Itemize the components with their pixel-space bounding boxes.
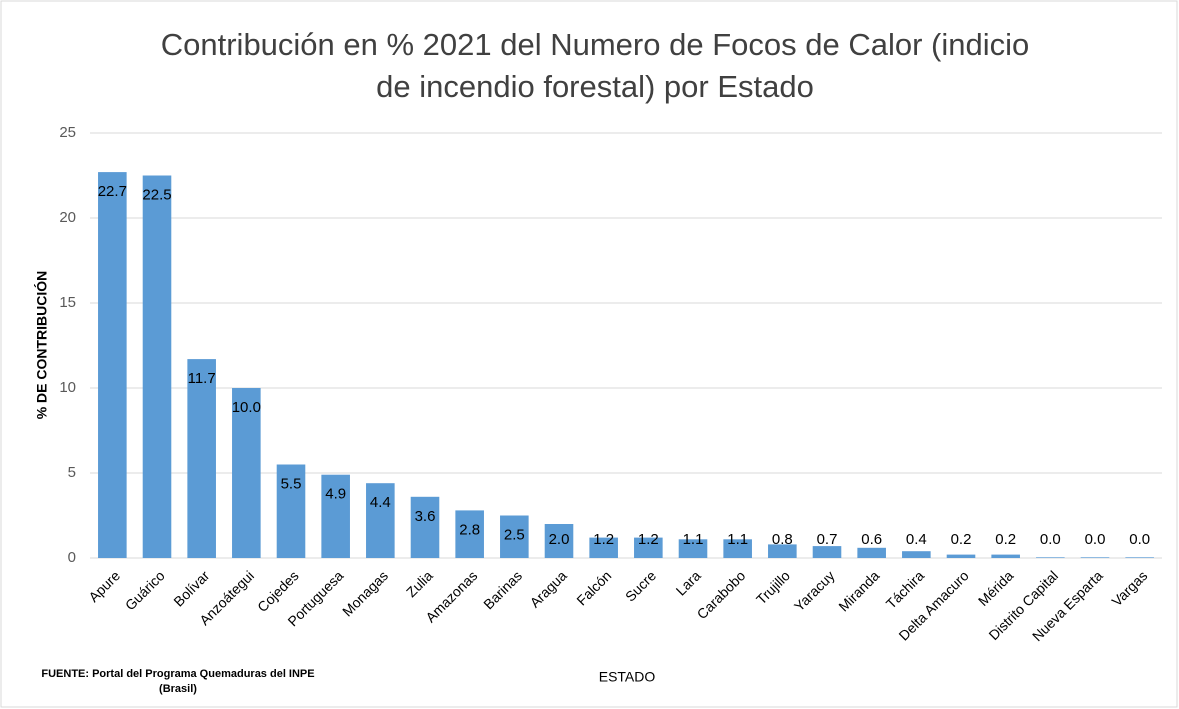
y-tick-label: 15: [59, 294, 76, 311]
bar: [142, 175, 172, 558]
data-label: 2.0: [549, 531, 570, 548]
bar: [366, 483, 395, 558]
data-label: 4.9: [325, 486, 346, 503]
source-note: (Brasil): [159, 683, 197, 695]
chart-title: Contribución en % 2021 del Numero de Foc…: [161, 27, 1029, 62]
data-label: 1.1: [727, 531, 748, 548]
data-label: 1.2: [638, 531, 659, 548]
data-label: 0.4: [906, 531, 927, 548]
data-label: 0.6: [861, 531, 882, 548]
y-tick-label: 0: [68, 549, 76, 566]
data-label: 10.0: [232, 399, 261, 416]
bar: [455, 510, 484, 558]
data-label: 22.5: [142, 186, 171, 203]
data-label: 4.4: [370, 494, 391, 511]
bar: [1036, 557, 1065, 558]
data-label: 0.0: [1040, 531, 1061, 548]
data-label: 2.5: [504, 526, 525, 543]
bar: [544, 524, 574, 558]
y-tick-label: 20: [59, 209, 76, 226]
bar: [812, 546, 842, 558]
bar: [857, 547, 886, 558]
data-label: 0.0: [1129, 531, 1150, 548]
bar: [232, 388, 261, 558]
bar: [634, 537, 663, 558]
bar: [946, 554, 976, 558]
y-axis-label: % DE CONTRIBUCIÓN: [33, 271, 50, 420]
bar: [98, 172, 127, 558]
y-tick-label: 10: [59, 379, 76, 396]
x-axis-label: ESTADO: [599, 669, 656, 685]
bar: [768, 544, 797, 558]
bar: [500, 515, 529, 558]
data-label: 1.1: [683, 531, 704, 548]
data-label: 0.2: [995, 531, 1016, 548]
bar: [902, 551, 931, 558]
bar: [589, 537, 618, 558]
data-label: 0.0: [1085, 531, 1106, 548]
data-label: 0.2: [951, 531, 972, 548]
data-label: 22.7: [98, 183, 127, 200]
data-label: 0.8: [772, 531, 793, 548]
chart-title: de incendio forestal) por Estado: [376, 69, 814, 104]
bar: [410, 496, 440, 558]
y-tick-label: 5: [68, 464, 76, 481]
bar: [991, 554, 1020, 558]
y-tick-label: 25: [59, 124, 76, 141]
bar: [1080, 557, 1110, 558]
bar: [187, 359, 216, 558]
data-label: 0.7: [817, 531, 838, 548]
data-label: 3.6: [415, 508, 436, 525]
source-note: FUENTE: Portal del Programa Quemaduras d…: [41, 668, 314, 680]
bar: [678, 539, 708, 558]
data-label: 2.8: [459, 521, 480, 538]
bar: [321, 474, 350, 558]
data-label: 5.5: [281, 475, 302, 492]
bar: [1125, 557, 1154, 558]
data-label: 1.2: [593, 531, 614, 548]
data-label: 11.7: [188, 370, 216, 387]
bar: [276, 464, 306, 558]
bar: [723, 539, 752, 558]
